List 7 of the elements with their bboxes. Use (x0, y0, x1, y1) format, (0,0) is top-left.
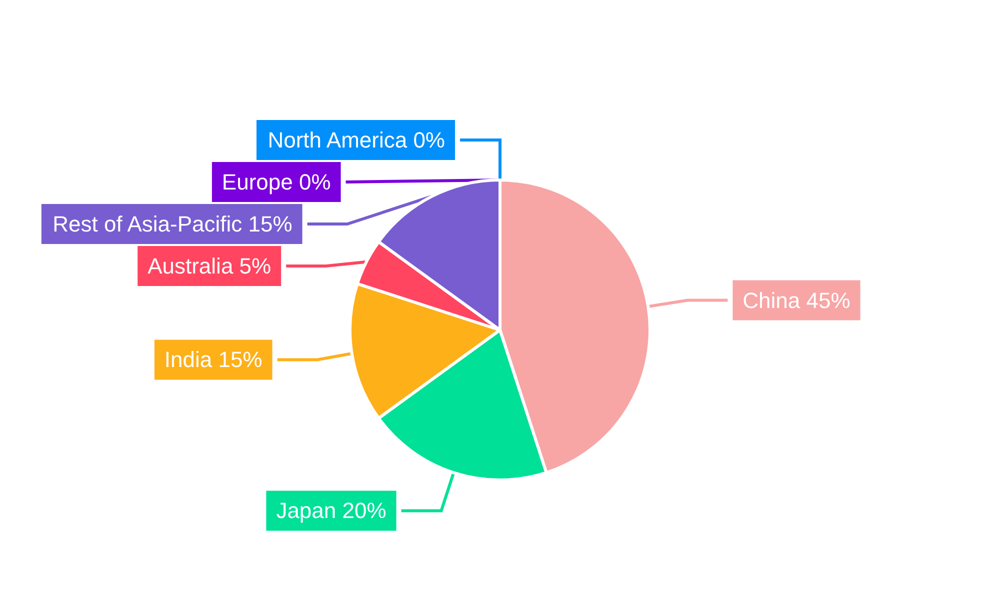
slice-label: Japan 20% (276, 498, 386, 524)
slice-label: Australia 5% (148, 254, 272, 278)
category-label: North America 0% (268, 128, 445, 152)
slice-label: Rest of Asia-Pacific 15% (52, 212, 292, 236)
category-label: Europe 0% (222, 170, 331, 194)
slice-label: India 15% (164, 347, 262, 372)
slice-label: China 45% (742, 288, 850, 313)
